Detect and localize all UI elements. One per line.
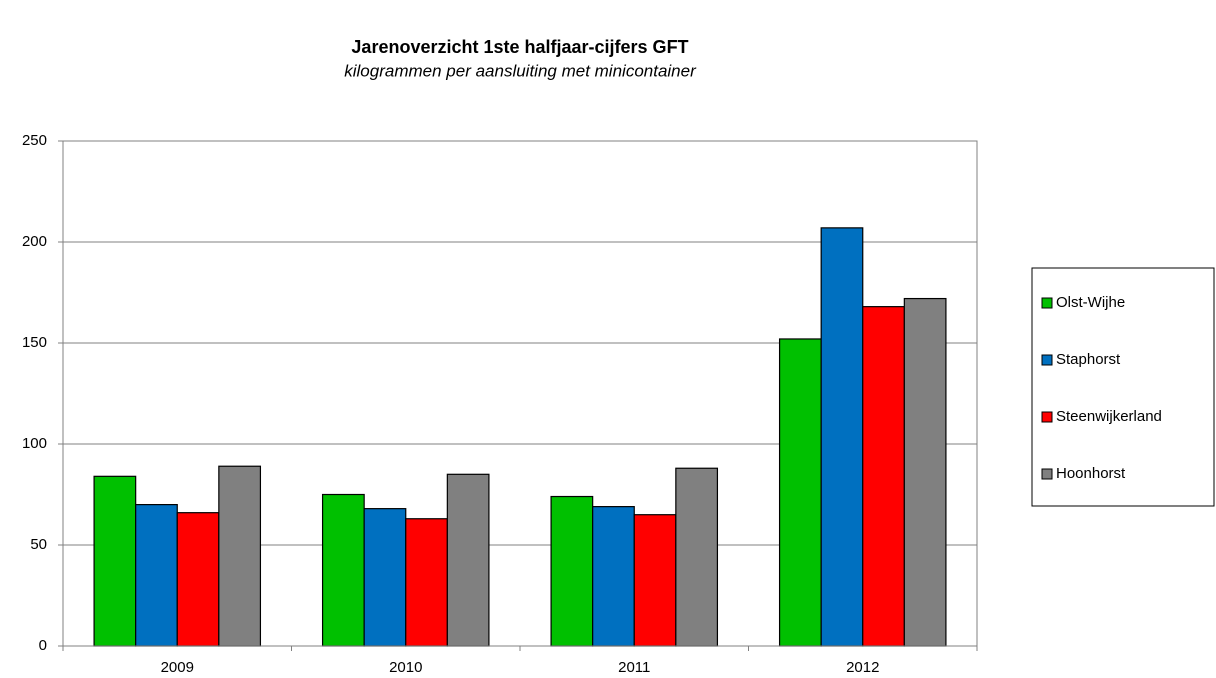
x-tick-label: 2012: [846, 659, 879, 676]
bar: [675, 467, 719, 647]
bar: [550, 495, 594, 647]
legend-swatch: [1041, 354, 1053, 366]
legend-label: Steenwijkerland: [1056, 408, 1162, 425]
legend-label: Staphorst: [1056, 351, 1121, 368]
bar: [93, 475, 137, 647]
y-tick-label: 100: [22, 435, 47, 452]
bar: [321, 493, 365, 647]
bar: [405, 518, 448, 647]
bar: [633, 514, 677, 647]
bar: [446, 473, 490, 647]
bar: [592, 506, 635, 647]
y-tick-label: 50: [30, 536, 47, 553]
chart-subtitle: kilogrammen per aansluiting met minicont…: [344, 61, 697, 80]
bar: [218, 465, 262, 647]
legend-swatch: [1041, 468, 1053, 480]
legend-swatch: [1041, 411, 1053, 423]
x-tick-label: 2010: [389, 659, 422, 676]
y-tick-label: 200: [22, 233, 47, 250]
y-tick-label: 0: [39, 637, 47, 654]
legend-label: Olst-Wijhe: [1056, 294, 1125, 311]
bar: [135, 504, 178, 647]
bar: [778, 338, 822, 647]
bar: [176, 512, 220, 647]
x-tick-label: 2011: [618, 659, 650, 676]
chart-title: Jarenoverzicht 1ste halfjaar-cijfers GFT: [351, 37, 688, 57]
y-tick-label: 250: [22, 132, 47, 149]
legend-label: Hoonhorst: [1056, 465, 1126, 482]
bar: [363, 508, 407, 647]
legend-box: [1031, 267, 1215, 507]
legend-swatch: [1041, 297, 1053, 309]
bar: [862, 306, 905, 647]
bar: [820, 227, 864, 647]
x-tick-label: 2009: [161, 659, 194, 676]
y-tick-label: 150: [22, 334, 47, 351]
bar: [903, 297, 947, 647]
